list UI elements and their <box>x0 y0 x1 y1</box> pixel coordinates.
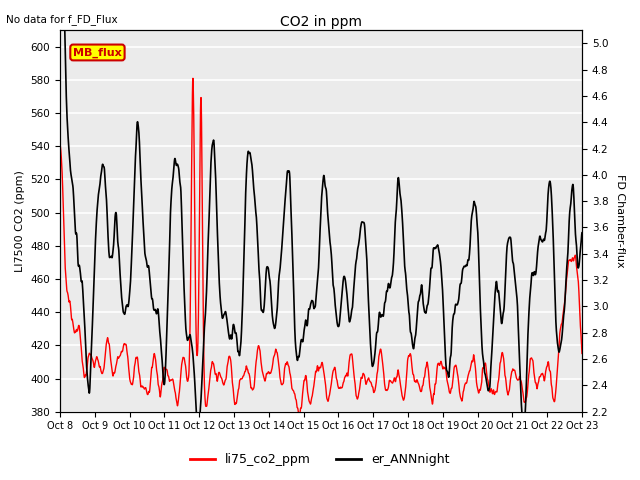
Y-axis label: LI7500 CO2 (ppm): LI7500 CO2 (ppm) <box>15 170 25 272</box>
Title: CO2 in ppm: CO2 in ppm <box>280 15 362 29</box>
Text: No data for f_FD_Flux: No data for f_FD_Flux <box>6 14 118 25</box>
Legend: li75_co2_ppm, er_ANNnight: li75_co2_ppm, er_ANNnight <box>186 448 454 471</box>
Text: MB_flux: MB_flux <box>73 48 122 58</box>
Y-axis label: FD Chamber-flux: FD Chamber-flux <box>615 174 625 268</box>
